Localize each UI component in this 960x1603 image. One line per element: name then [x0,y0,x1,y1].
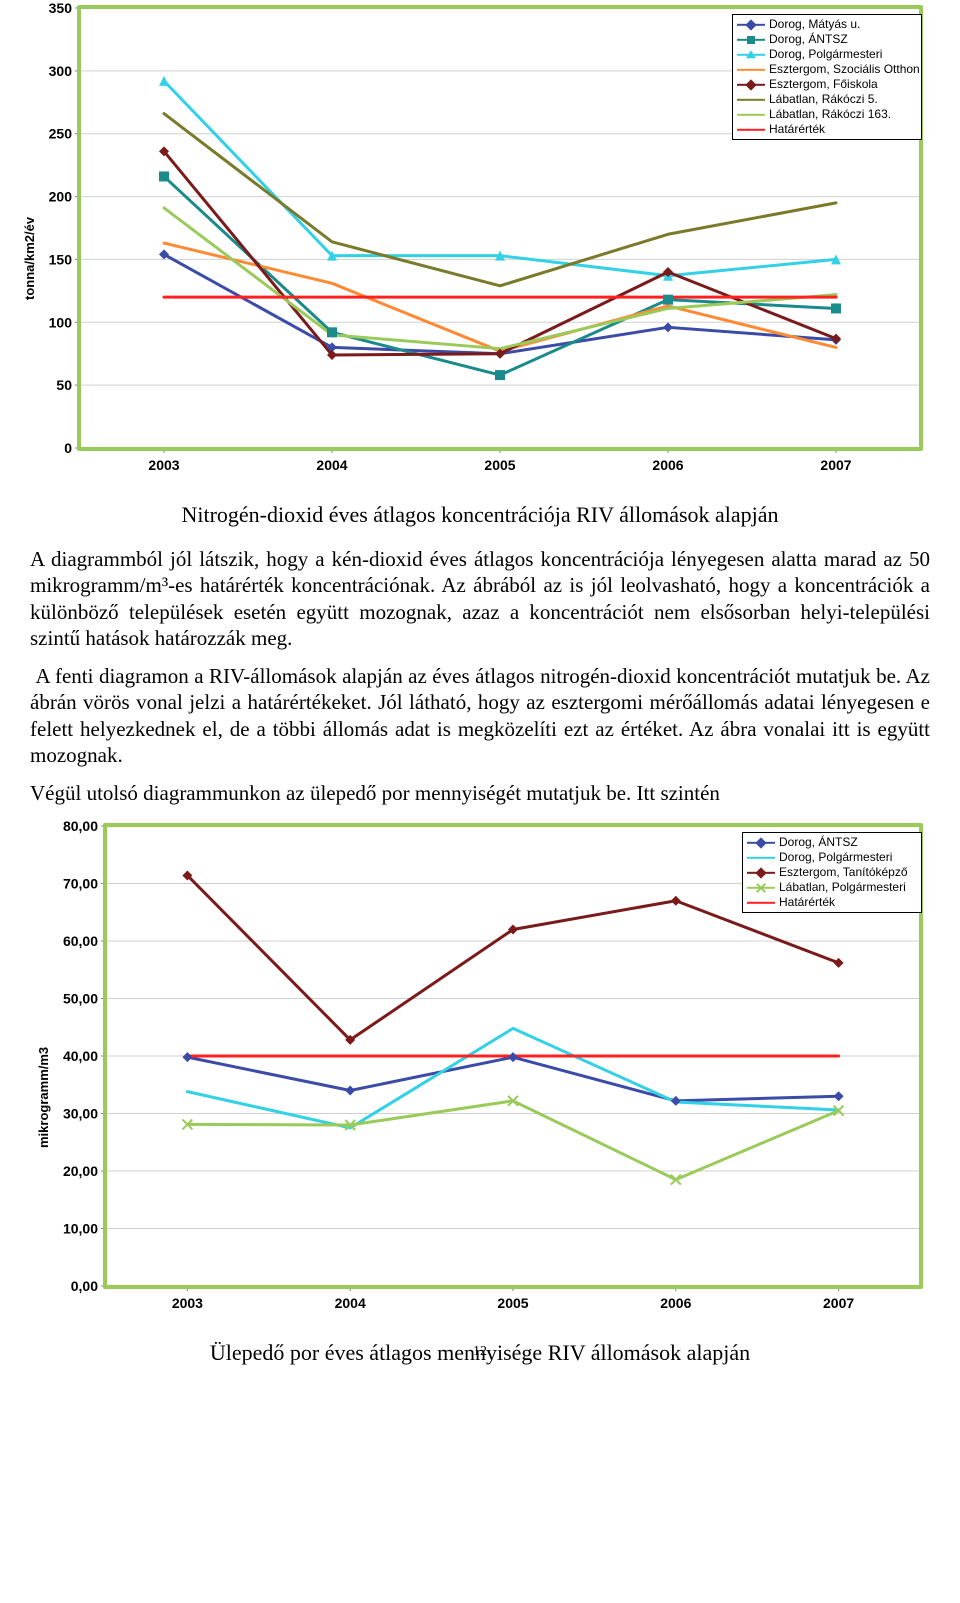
legend-item: Esztergom, Főiskola [737,77,915,92]
legend-item: Határérték [737,122,915,137]
paragraph-2: A fenti diagramon a RIV-állomások alapjá… [30,663,930,768]
dust-chart: mikrogramm/m3 0,00 10,00 20,00 30,00 40,00 50… [30,818,930,1338]
svg-text:100: 100 [49,314,73,330]
chart2-y-axis-label: mikrogramm/m3 [36,1047,51,1148]
svg-text:2004: 2004 [316,457,347,473]
svg-text:0,00: 0,00 [71,1278,98,1294]
legend-item: Dorog, Mátyás u. [737,17,915,32]
svg-text:2007: 2007 [823,1295,854,1311]
chart1-y-axis-label: tonna/km2/év [22,217,37,300]
svg-text:2005: 2005 [497,1295,528,1311]
svg-text:60,00: 60,00 [63,933,98,949]
svg-text:2003: 2003 [148,457,179,473]
svg-text:2006: 2006 [660,1295,691,1311]
svg-text:70,00: 70,00 [63,876,98,892]
legend-item: Dorog, Polgármesteri [747,850,915,865]
chart2-legend: Dorog, ÁNTSZDorog, PolgármesteriEsztergo… [742,832,922,913]
svg-text:30,00: 30,00 [63,1106,98,1122]
svg-text:0: 0 [64,440,72,456]
svg-text:50,00: 50,00 [63,991,98,1007]
svg-text:10,00: 10,00 [63,1221,98,1237]
svg-text:2006: 2006 [652,457,683,473]
legend-item: Dorog, ÁNTSZ [737,32,915,47]
svg-text:2007: 2007 [820,457,851,473]
chart2-caption: Ülepedő por éves átlagos mennyisége RIV … [30,1340,930,1366]
svg-text:2005: 2005 [484,457,515,473]
nitrogen-dioxide-chart: tonna/km2/év 050100150200250300350200320… [30,0,930,500]
svg-text:40,00: 40,00 [63,1048,98,1064]
svg-text:350: 350 [49,0,73,16]
svg-text:150: 150 [49,251,73,267]
legend-item: Esztergom, Szociális Otthon [737,62,915,77]
legend-item: Dorog, Polgármesteri [737,47,915,62]
legend-item: Esztergom, Tanítóképző [747,865,915,880]
legend-item: Határérték [747,895,915,910]
svg-text:20,00: 20,00 [63,1163,98,1179]
legend-item: Lábatlan, Polgármesteri [747,880,915,895]
svg-text:300: 300 [49,63,73,79]
chart1-caption: Nitrogén-dioxid éves átlagos koncentráci… [30,502,930,528]
svg-text:200: 200 [49,189,73,205]
chart1-legend: Dorog, Mátyás u.Dorog, ÁNTSZDorog, Polgá… [732,14,922,140]
paragraph-1: A diagrammból jól látszik, hogy a kén-di… [30,546,930,651]
svg-text:2003: 2003 [172,1295,203,1311]
legend-item: Lábatlan, Rákóczi 5. [737,92,915,107]
paragraph-3: Végül utolsó diagrammunkon az ülepedő po… [30,780,930,806]
svg-text:250: 250 [49,126,73,142]
legend-item: Lábatlan, Rákóczi 163. [737,107,915,122]
svg-text:80,00: 80,00 [63,818,98,834]
page-number: 12 [473,1344,487,1360]
svg-text:2004: 2004 [335,1295,366,1311]
legend-item: Dorog, ÁNTSZ [747,835,915,850]
svg-text:50: 50 [56,377,72,393]
